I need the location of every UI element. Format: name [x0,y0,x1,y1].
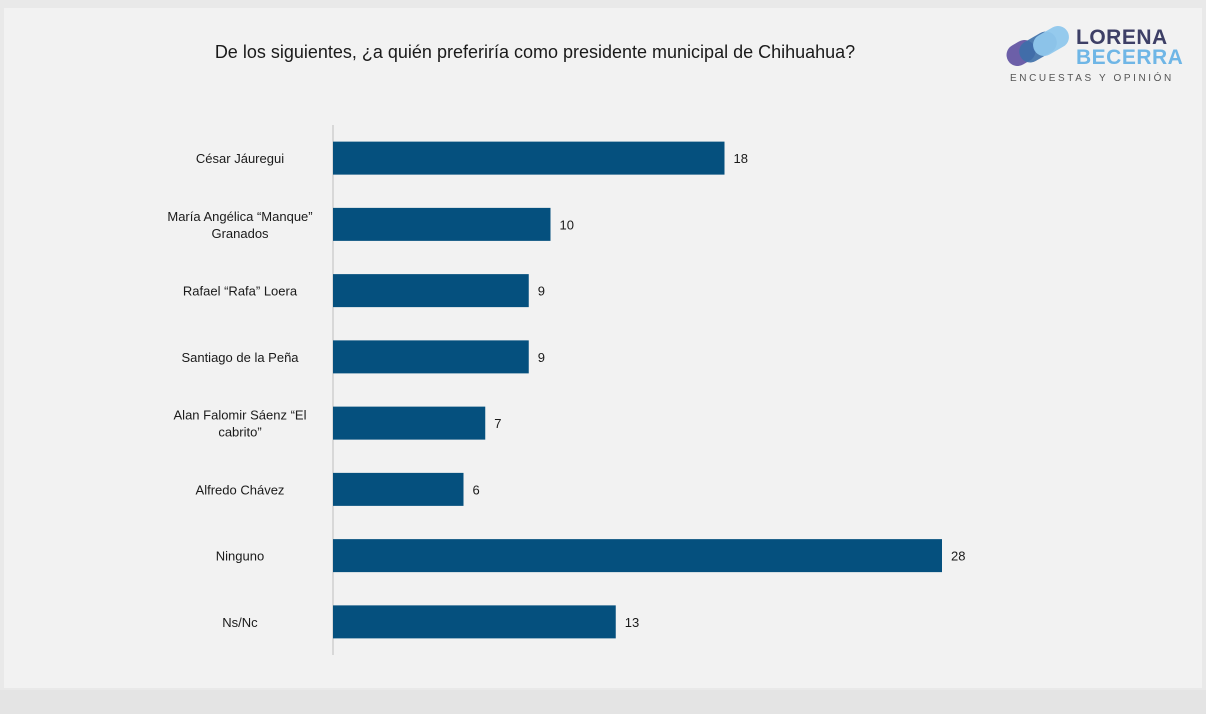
category-label: María Angélica “Manque” Granados [167,209,312,241]
data-label: 13 [625,615,639,630]
bar [333,406,486,440]
chart-title: De los siguientes, ¿a quién preferiría c… [214,42,856,62]
logo-line2: BECERRA [1076,46,1184,69]
category-label: Alan Falomir Sáenz “El cabrito” [174,408,307,440]
brand-logo: LORENA BECERRA ENCUESTAS Y OPINIÓN [1004,20,1184,90]
logo-tagline: ENCUESTAS Y OPINIÓN [1010,73,1174,84]
category-label: César Jáuregui [196,151,284,166]
data-label: 10 [560,217,574,232]
category-label-line: Alan Falomir Sáenz “El [174,408,307,423]
category-label-line: María Angélica “Manque” [167,209,312,224]
category-label-line: Granados [211,226,269,241]
bar [333,207,551,241]
category-label: Alfredo Chávez [196,482,285,497]
category-label: Santiago de la Peña [181,350,299,365]
bar [333,340,529,374]
bar [333,141,725,175]
logo-line1: LORENA [1076,26,1168,49]
category-label: Ns/Nc [222,615,258,630]
logo-mark-icon [1006,26,1069,66]
bottom-strip [0,690,1206,714]
data-label: 9 [538,284,545,299]
slide-background [4,8,1202,688]
category-label-line: Ns/Nc [222,615,258,630]
category-label: Rafael “Rafa” Loera [183,284,298,299]
data-label: 6 [473,482,480,497]
category-label-line: Santiago de la Peña [181,350,299,365]
bar [333,539,942,573]
data-label: 18 [734,151,748,166]
bar [333,605,616,639]
category-label-line: Rafael “Rafa” Loera [183,284,298,299]
category-label: Ninguno [216,549,264,564]
bar [333,472,464,506]
bar [333,274,529,308]
data-label: 28 [951,549,965,564]
category-label-line: Alfredo Chávez [196,482,285,497]
data-label: 7 [494,416,501,431]
category-label-line: Ninguno [216,549,264,564]
data-label: 9 [538,350,545,365]
category-label-line: cabrito” [218,425,261,440]
category-label-line: César Jáuregui [196,151,284,166]
